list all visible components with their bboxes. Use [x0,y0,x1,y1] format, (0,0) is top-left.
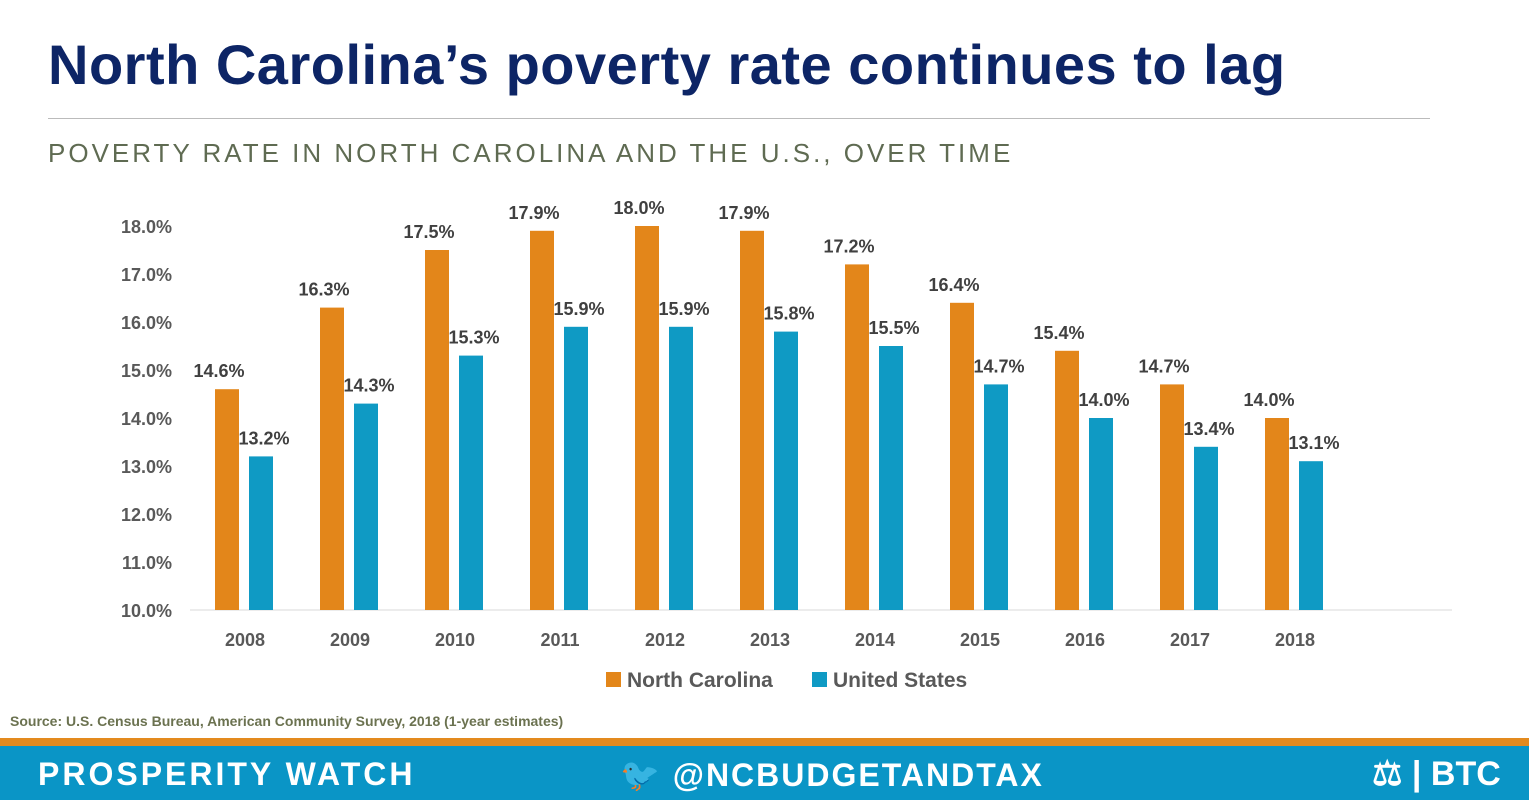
bar-united-states [564,326,588,610]
data-label: 15.8% [763,304,814,324]
y-tick-label: 11.0% [122,553,172,573]
bar-north-carolina [1265,418,1289,610]
page-title: North Carolina’s poverty rate continues … [48,33,1286,96]
x-tick-label: 2008 [225,630,265,650]
y-tick-label: 12.0% [121,505,172,525]
footer: PROSPERITY WATCH 🐦 @NCBUDGETANDTAX ⚖ | B… [0,746,1529,800]
data-label: 14.0% [1243,390,1294,410]
twitter-handle[interactable]: 🐦 @NCBUDGETANDTAX [620,756,1044,794]
bar-north-carolina [1055,350,1079,610]
bar-united-states [459,355,483,610]
data-label: 14.6% [193,361,244,381]
bar-north-carolina [740,230,764,611]
bar-north-carolina [1160,384,1184,610]
data-label: 17.2% [823,236,874,256]
y-tick-label: 16.0% [121,313,172,333]
bar-north-carolina [425,250,449,610]
data-label: 15.3% [448,328,499,348]
bar-north-carolina [215,389,239,610]
bar-united-states [879,346,903,610]
data-label: 14.3% [343,376,394,396]
x-tick-label: 2018 [1275,630,1315,650]
x-tick-label: 2012 [645,630,685,650]
x-tick-label: 2009 [330,630,370,650]
bar-united-states [1194,446,1218,610]
bar-north-carolina [530,230,554,611]
data-label: 17.9% [718,203,769,223]
data-label: 17.9% [508,203,559,223]
brand-name: PROSPERITY WATCH [38,756,416,792]
x-tick-label: 2015 [960,630,1000,650]
legend-swatch [812,672,827,687]
data-label: 15.9% [658,299,709,319]
bar-united-states [984,384,1008,610]
data-label: 16.4% [928,275,979,295]
data-label: 15.5% [868,318,919,338]
bar-north-carolina [320,307,344,610]
divider [48,118,1430,119]
bar-united-states [354,403,378,610]
bar-united-states [669,326,693,610]
btc-logo: ⚖ | BTC [1372,755,1501,793]
twitter-bird-icon: 🐦 [620,757,662,793]
y-tick-label: 13.0% [121,457,172,477]
y-tick-label: 17.0% [121,265,172,285]
scales-figure-icon: ⚖ [1372,755,1403,793]
bar-north-carolina [845,264,869,610]
data-label: 15.4% [1033,323,1084,343]
chart-subtitle: POVERTY RATE IN NORTH CAROLINA AND THE U… [48,138,1014,168]
data-label: 13.2% [238,428,289,448]
legend-label: United States [833,669,967,692]
legend-label: North Carolina [627,669,773,692]
twitter-text: @NCBUDGETANDTAX [672,757,1044,793]
data-label: 14.0% [1078,390,1129,410]
y-tick-label: 18.0% [121,217,172,237]
footer-accent [0,738,1529,746]
x-tick-label: 2016 [1065,630,1105,650]
x-tick-label: 2011 [540,630,579,650]
legend-swatch [606,672,621,687]
bar-united-states [774,331,798,610]
logo-text: BTC [1430,755,1501,793]
data-label: 17.5% [403,222,454,242]
data-label: 13.4% [1183,419,1234,439]
source-note: Source: U.S. Census Bureau, American Com… [10,713,564,729]
x-tick-label: 2017 [1170,630,1210,650]
data-label: 14.7% [973,356,1024,376]
y-tick-label: 14.0% [121,409,172,429]
bar-united-states [249,456,273,610]
bar-north-carolina [635,226,659,610]
y-tick-label: 15.0% [121,361,172,381]
data-label: 13.1% [1288,433,1339,453]
data-label: 18.0% [613,198,664,218]
bar-united-states [1299,461,1323,610]
data-label: 15.9% [553,299,604,319]
bar-north-carolina [950,302,974,610]
data-label: 16.3% [298,280,349,300]
x-tick-label: 2010 [435,630,475,650]
bar-united-states [1089,418,1113,610]
y-tick-label: 10.0% [121,601,172,621]
x-tick-label: 2013 [750,630,790,650]
data-label: 14.7% [1138,356,1189,376]
x-tick-label: 2014 [855,630,895,650]
bar-chart: 10.0% 11.0% 12.0% 13.0% 14.0% 15.0% 16.0% 17.0%… [121,198,1452,692]
